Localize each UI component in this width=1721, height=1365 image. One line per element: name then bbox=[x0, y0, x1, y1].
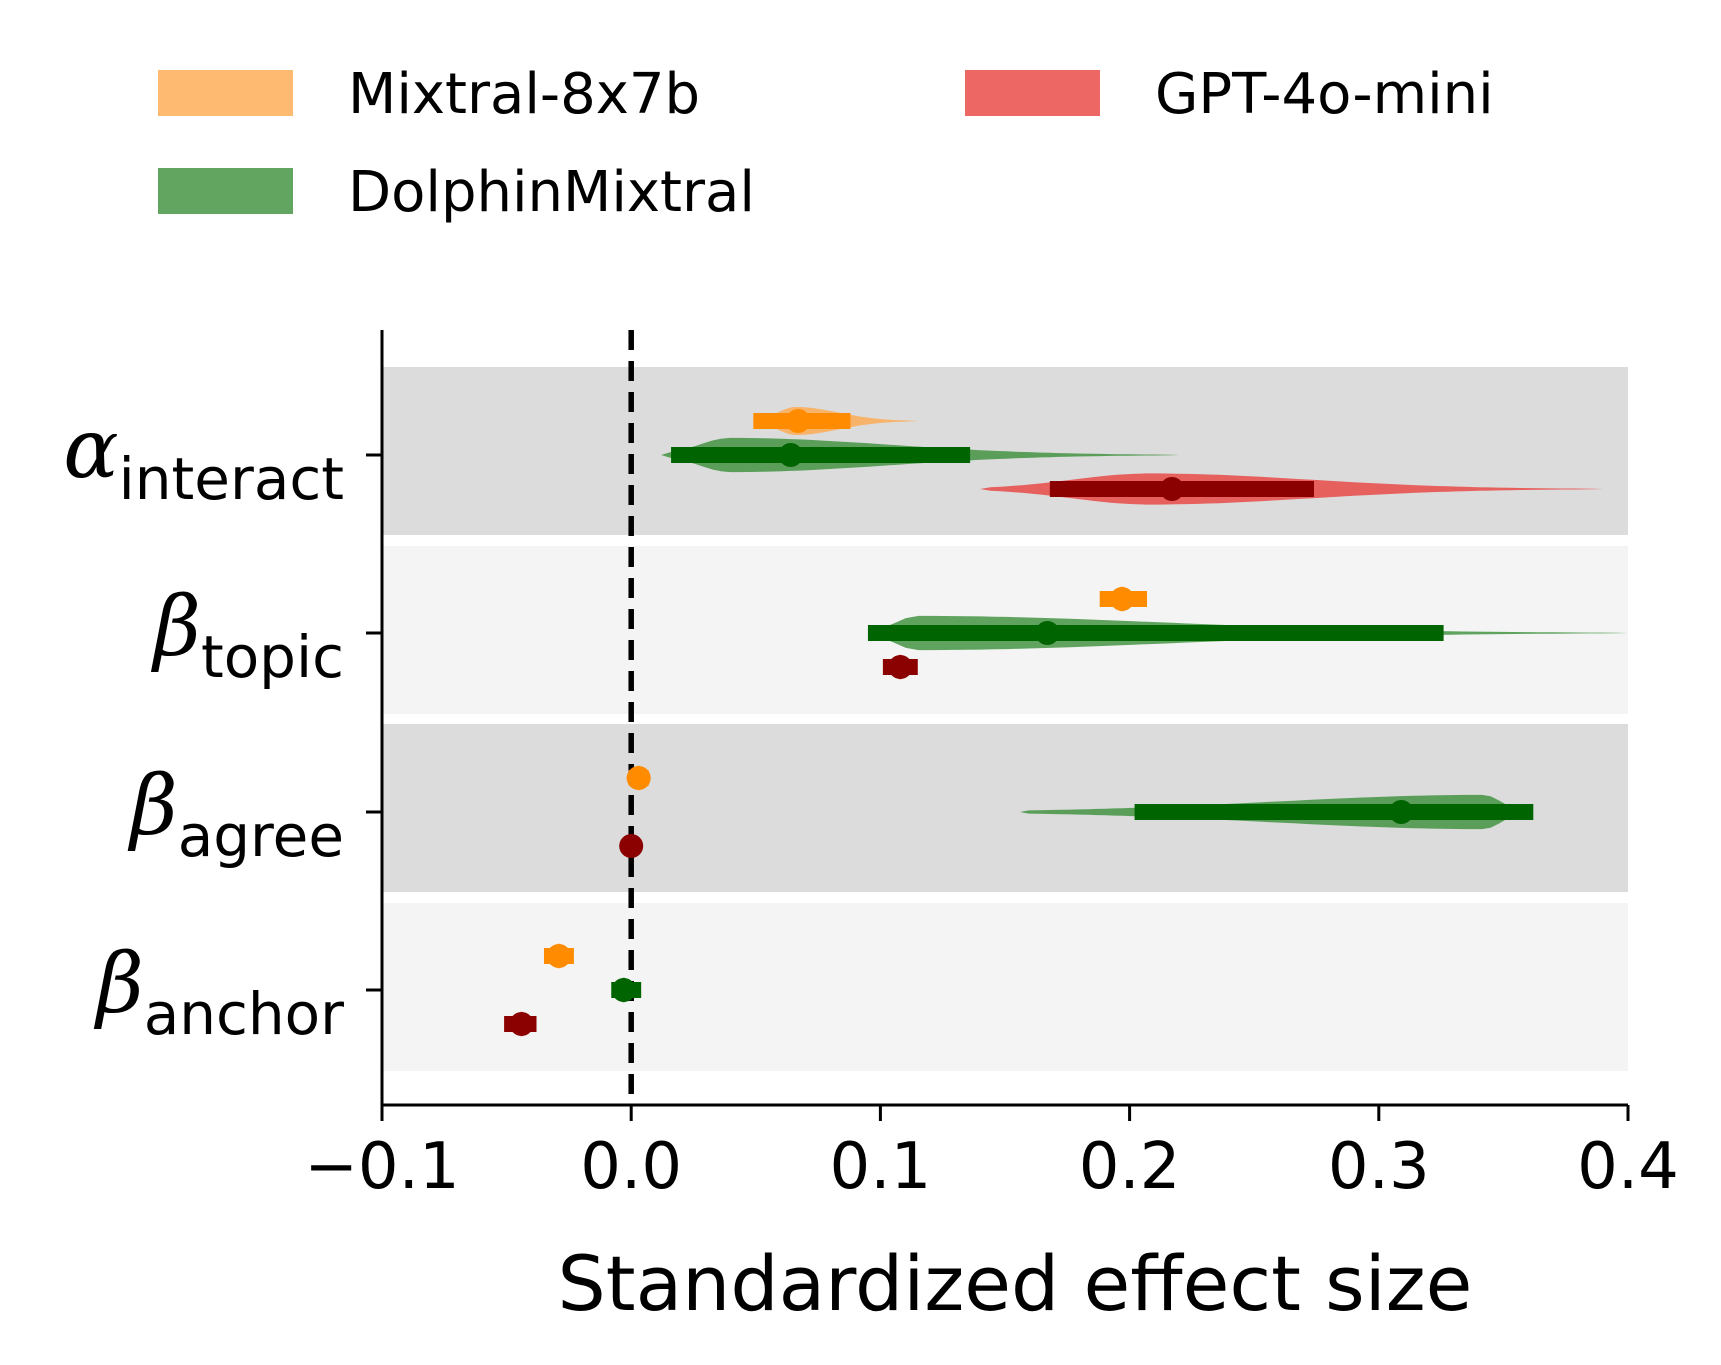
x-tick-labels: −0.1 0.0 0.1 0.2 0.3 0.4 bbox=[304, 1130, 1679, 1204]
x-tick-label: 0.0 bbox=[580, 1130, 682, 1204]
legend-label-Mixtral-8x7b: Mixtral-8x7b bbox=[348, 62, 700, 127]
median-point-GPT-4o-mini-interact bbox=[1159, 477, 1184, 501]
median-point-DolphinMixtral-anchor bbox=[611, 978, 636, 1002]
x-tick-label: 0.3 bbox=[1328, 1130, 1430, 1204]
x-tick-label: 0.1 bbox=[830, 1130, 932, 1204]
median-point-Mixtral-8x7b-agree bbox=[626, 766, 651, 790]
row-band-interact bbox=[382, 367, 1628, 535]
row-bands bbox=[382, 367, 1628, 1071]
x-tick-label: −0.1 bbox=[304, 1130, 459, 1204]
median-point-DolphinMixtral-interact bbox=[778, 443, 803, 467]
row-band-anchor bbox=[382, 903, 1628, 1071]
x-tick-label: 0.2 bbox=[1079, 1130, 1181, 1204]
axes bbox=[366, 330, 1630, 1121]
median-point-Mixtral-8x7b-anchor bbox=[546, 944, 571, 968]
legend-swatch-Mixtral-8x7b bbox=[158, 70, 293, 116]
y-tick-label-topic: βtopic bbox=[151, 580, 344, 691]
median-point-GPT-4o-mini-anchor bbox=[509, 1012, 534, 1036]
legend-swatch-GPT-4o-mini bbox=[965, 70, 1100, 116]
median-point-Mixtral-8x7b-topic bbox=[1110, 587, 1135, 611]
median-point-GPT-4o-mini-agree bbox=[619, 834, 644, 858]
median-point-DolphinMixtral-topic bbox=[1035, 621, 1060, 645]
legend-swatch-DolphinMixtral bbox=[158, 168, 293, 214]
x-tick-label: 0.4 bbox=[1577, 1130, 1679, 1204]
legend-label-GPT-4o-mini: GPT-4o-mini bbox=[1155, 62, 1494, 127]
median-point-DolphinMixtral-agree bbox=[1389, 800, 1414, 824]
median-point-Mixtral-8x7b-interact bbox=[786, 409, 811, 433]
legend: Mixtral-8x7b DolphinMixtral GPT-4o-mini bbox=[158, 62, 1494, 225]
median-point-GPT-4o-mini-topic bbox=[888, 655, 913, 679]
y-tick-label-anchor: βanchor bbox=[93, 937, 344, 1048]
y-tick-labels: αinteract βtopic βagree βanchor bbox=[63, 402, 344, 1048]
legend-label-DolphinMixtral: DolphinMixtral bbox=[348, 160, 755, 225]
intervals-layer bbox=[504, 409, 1534, 1036]
y-tick-label-agree: βagree bbox=[127, 759, 344, 870]
y-tick-label-interact: αinteract bbox=[63, 402, 344, 513]
x-axis-label: Standardized effect size bbox=[558, 1239, 1473, 1328]
